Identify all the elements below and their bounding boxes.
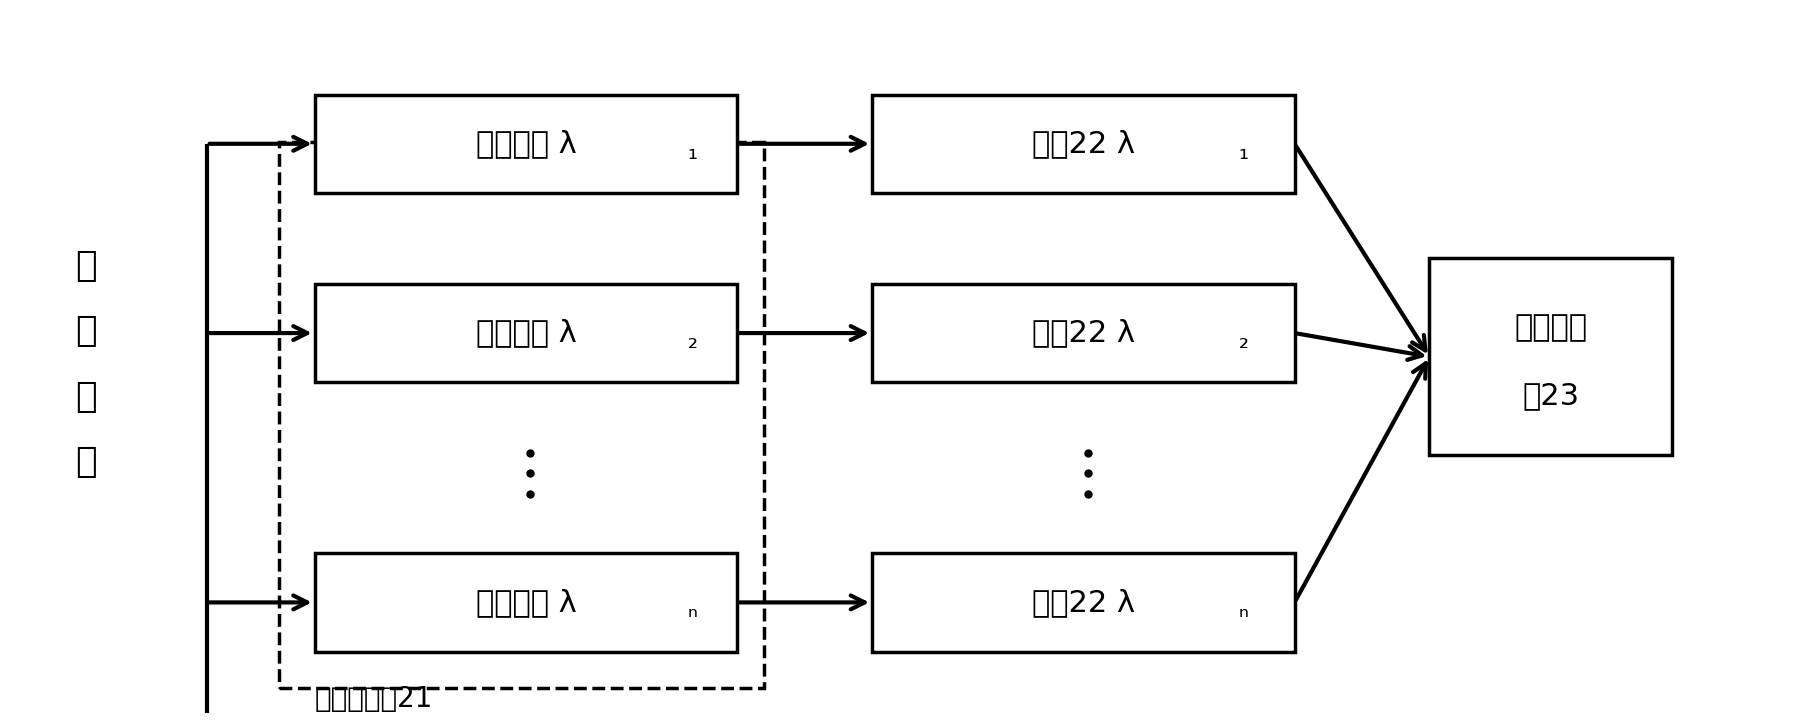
Text: 光源驱动模21: 光源驱动模21 xyxy=(315,685,433,713)
Text: 光源驱动 λ: 光源驱动 λ xyxy=(475,130,577,158)
Text: 坤23: 坤23 xyxy=(1523,381,1579,411)
Bar xyxy=(315,553,737,652)
Text: 光源22 λ: 光源22 λ xyxy=(1032,588,1135,617)
Text: 光源驱动 λ: 光源驱动 λ xyxy=(475,319,577,347)
Bar xyxy=(872,284,1295,382)
Text: 光源22 λ: 光源22 λ xyxy=(1032,319,1135,347)
Text: ₂: ₂ xyxy=(1239,329,1250,353)
Bar xyxy=(315,95,737,193)
Bar xyxy=(872,553,1295,652)
Text: 信: 信 xyxy=(76,380,97,414)
Text: ₁: ₁ xyxy=(689,140,698,164)
Text: ₂: ₂ xyxy=(689,329,698,353)
Text: 号: 号 xyxy=(76,446,97,479)
Text: 驱: 驱 xyxy=(76,249,97,282)
Text: 动: 动 xyxy=(76,314,97,348)
Text: ₙ: ₙ xyxy=(689,598,698,622)
Text: ₁: ₁ xyxy=(1239,140,1250,164)
Text: 光合成模: 光合成模 xyxy=(1514,313,1588,341)
Bar xyxy=(1429,258,1672,455)
Text: 光源22 λ: 光源22 λ xyxy=(1032,130,1135,158)
Bar xyxy=(279,142,764,688)
Text: ₙ: ₙ xyxy=(1239,598,1250,622)
Text: 光源驱动 λ: 光源驱动 λ xyxy=(475,588,577,617)
Bar xyxy=(315,284,737,382)
Bar xyxy=(872,95,1295,193)
